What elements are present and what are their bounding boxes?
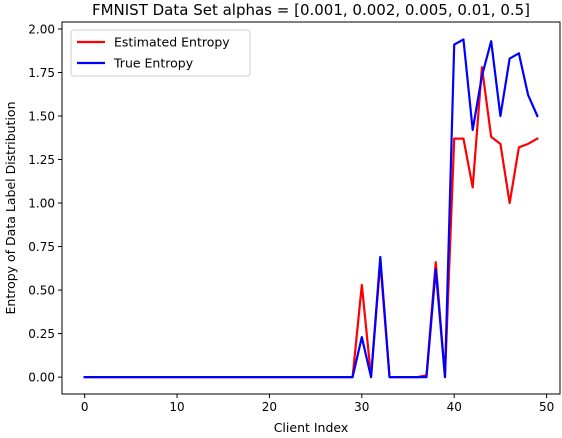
y-tick-label: 0.75 — [28, 240, 55, 254]
series-group — [83, 38, 539, 379]
y-tick-label: 2.00 — [28, 22, 55, 36]
x-tick-label: 10 — [169, 400, 184, 414]
x-axis-title: Client Index — [274, 420, 349, 435]
y-tick-label: 1.50 — [28, 109, 55, 123]
series-line-true-entropy — [83, 38, 539, 379]
x-tick-label: 50 — [539, 400, 554, 414]
y-tick-label: 0.25 — [28, 327, 55, 341]
legend-box — [70, 29, 251, 77]
legend-label: Estimated Entropy — [114, 35, 230, 50]
x-tick-label: 20 — [262, 400, 277, 414]
plot-frame — [61, 21, 561, 395]
legend: Estimated Entropy True Entropy — [70, 29, 251, 77]
chart-title: FMNIST Data Set alphas = [0.001, 0.002, … — [92, 1, 530, 19]
y-tick-label: 1.75 — [28, 66, 55, 80]
x-tick-label: 30 — [354, 400, 369, 414]
y-tick-label: 1.00 — [28, 196, 55, 210]
legend-label: True Entropy — [113, 56, 194, 71]
y-axis-ticks: 0.00 0.25 0.50 0.75 1.00 1.25 1.50 1.75 2.00 — [28, 22, 62, 384]
y-tick-label: 0.00 — [28, 370, 55, 384]
x-tick-label: 0 — [81, 400, 89, 414]
x-tick-label: 40 — [447, 400, 462, 414]
y-tick-label: 1.25 — [28, 153, 55, 167]
y-tick-label: 0.50 — [28, 283, 55, 297]
y-axis-title: Entropy of Data Label Distribution — [3, 101, 18, 314]
series-line-estimated-entropy — [83, 66, 539, 379]
x-axis-ticks: 0 10 20 30 40 50 — [81, 394, 554, 414]
